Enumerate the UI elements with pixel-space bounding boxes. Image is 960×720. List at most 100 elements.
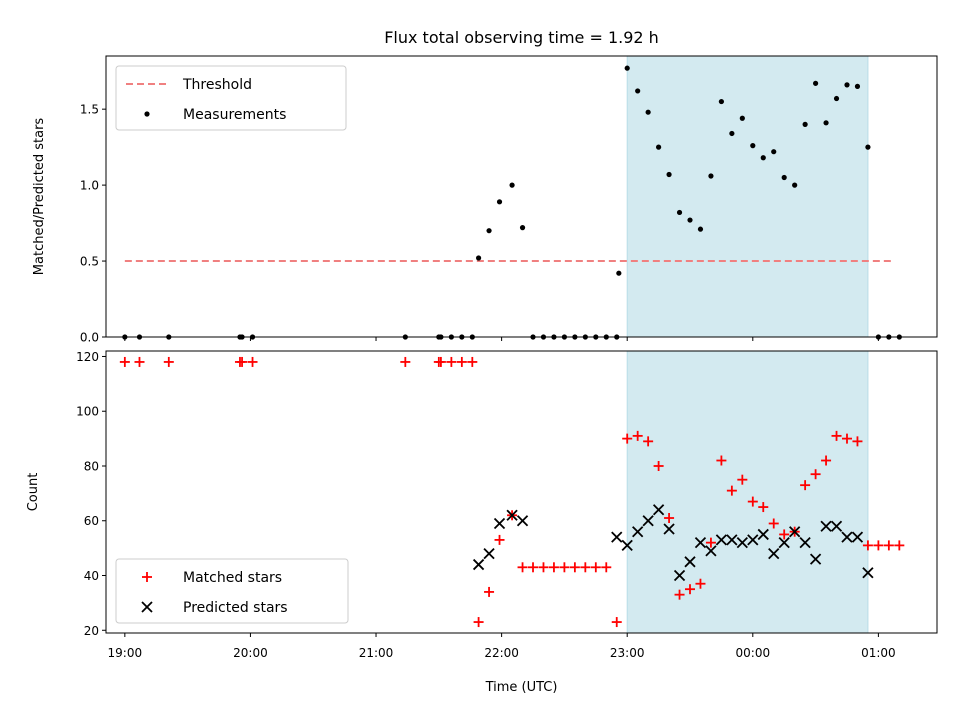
measurement-point bbox=[771, 149, 777, 155]
matched-star-point bbox=[517, 562, 528, 573]
predicted-star-point bbox=[757, 528, 769, 541]
legend-label: Threshold bbox=[182, 77, 252, 93]
matched-star-point bbox=[862, 540, 873, 551]
predicted-star-point bbox=[778, 537, 790, 549]
legend-label: Matched stars bbox=[183, 570, 282, 586]
y-tick-label: 40 bbox=[84, 569, 99, 583]
predicted-star-b bbox=[621, 539, 633, 552]
matched-star-point bbox=[643, 436, 654, 447]
matched-star-point bbox=[590, 562, 601, 573]
x-tick-label: 20:00 bbox=[233, 646, 268, 660]
predicted-star-b bbox=[663, 523, 675, 535]
matched-star-point bbox=[456, 356, 467, 367]
predicted-star-b bbox=[611, 531, 623, 543]
predicted-star-b bbox=[684, 556, 696, 568]
measurement-point bbox=[802, 121, 808, 127]
measurement-point bbox=[844, 82, 850, 88]
matched-star-point bbox=[134, 356, 145, 367]
predicted-star-point bbox=[830, 520, 843, 532]
predicted-star-b bbox=[673, 569, 686, 582]
y-tick-label: 120 bbox=[76, 350, 99, 364]
measurement-point bbox=[729, 130, 735, 137]
matched-star-point bbox=[705, 537, 716, 548]
predicted-star-point bbox=[768, 547, 780, 560]
matched-star-point bbox=[831, 430, 842, 441]
measurement-point bbox=[509, 182, 515, 188]
y-tick-label: 60 bbox=[84, 514, 99, 528]
predicted-star-b bbox=[851, 531, 864, 543]
predicted-star-point bbox=[715, 534, 728, 546]
matched-star-point bbox=[580, 562, 591, 573]
matched-star-point bbox=[810, 469, 821, 480]
predicted-star-b bbox=[652, 504, 665, 516]
measurement-point bbox=[823, 120, 829, 126]
measurement-point bbox=[624, 65, 630, 71]
panel-ratio: 0.0 0.5 1.0 1.5 Threshold Measurements bbox=[80, 55, 938, 345]
matched-star-point bbox=[821, 455, 832, 466]
matched-star-point bbox=[653, 460, 664, 471]
y-tick-label: 20 bbox=[84, 624, 99, 638]
matched-star-point bbox=[446, 356, 457, 367]
legend-box bbox=[115, 558, 349, 624]
measurement-point bbox=[486, 228, 492, 234]
predicted-star-b bbox=[768, 547, 780, 560]
predicted-star-point bbox=[862, 567, 874, 579]
predicted-star-b bbox=[506, 509, 518, 521]
matched-star-point bbox=[685, 584, 696, 595]
matched-star-point bbox=[622, 433, 633, 444]
y-tick-label: 0.0 bbox=[80, 331, 99, 345]
predicted-star-b bbox=[778, 537, 790, 549]
predicted-star-b bbox=[747, 534, 759, 546]
measurement-point bbox=[697, 226, 704, 232]
predicted-star-point bbox=[493, 517, 506, 530]
matched-star-point bbox=[716, 455, 727, 466]
predicted-star-b bbox=[642, 515, 654, 527]
legend-predicted-swatch-b bbox=[141, 601, 153, 613]
matched-star-point bbox=[247, 356, 258, 367]
legend-label: Predicted stars bbox=[183, 600, 288, 616]
measurement-point bbox=[792, 182, 798, 188]
matched-star-point bbox=[747, 496, 758, 507]
measurement-point bbox=[812, 80, 819, 86]
predicted-star-point bbox=[726, 534, 738, 546]
measurement-point bbox=[676, 209, 683, 216]
predicted-star-point bbox=[611, 531, 623, 543]
legend-measurement-swatch bbox=[144, 111, 150, 117]
predicted-star-b bbox=[493, 517, 506, 530]
x-tick-label: 23:00 bbox=[610, 646, 645, 660]
predicted-star-b bbox=[820, 520, 832, 532]
matched-star-point bbox=[664, 513, 675, 524]
panel-frame bbox=[105, 350, 938, 634]
y-tick-label: 1.0 bbox=[80, 179, 99, 193]
predicted-star-point bbox=[472, 558, 485, 571]
predicted-star-b bbox=[789, 526, 801, 538]
matched-star-point bbox=[611, 617, 622, 628]
predicted-star-b bbox=[472, 558, 485, 571]
predicted-star-point bbox=[705, 545, 717, 557]
predicted-star-point bbox=[799, 537, 811, 549]
x-tick-label: 01:00 bbox=[861, 646, 896, 660]
x-tick-label: 21:00 bbox=[359, 646, 394, 660]
predicted-star-b bbox=[715, 534, 728, 546]
matched-star-point bbox=[695, 578, 706, 589]
matched-star-point bbox=[726, 485, 737, 496]
matched-star-point bbox=[768, 518, 779, 529]
measurement-point bbox=[833, 95, 840, 102]
matched-star-point bbox=[852, 436, 863, 447]
measurement-point bbox=[635, 88, 641, 94]
measurement-point bbox=[854, 83, 861, 89]
measurement-point bbox=[760, 155, 766, 161]
matched-star-point bbox=[601, 562, 612, 573]
predicted-star-point bbox=[663, 523, 675, 535]
predicted-star-point bbox=[642, 515, 654, 527]
observing-span bbox=[626, 55, 869, 338]
matched-star-point bbox=[758, 502, 769, 513]
measurement-point bbox=[739, 115, 745, 121]
predicted-star-point bbox=[483, 547, 495, 560]
matched-star-point bbox=[400, 356, 411, 367]
measurement-point bbox=[718, 98, 725, 105]
matched-star-point bbox=[737, 474, 748, 485]
panel-count: 20 40 60 80 100 120 19:00 20:00 21:00 22:00 23:00 0… bbox=[76, 350, 938, 660]
matched-star-point bbox=[873, 540, 884, 551]
